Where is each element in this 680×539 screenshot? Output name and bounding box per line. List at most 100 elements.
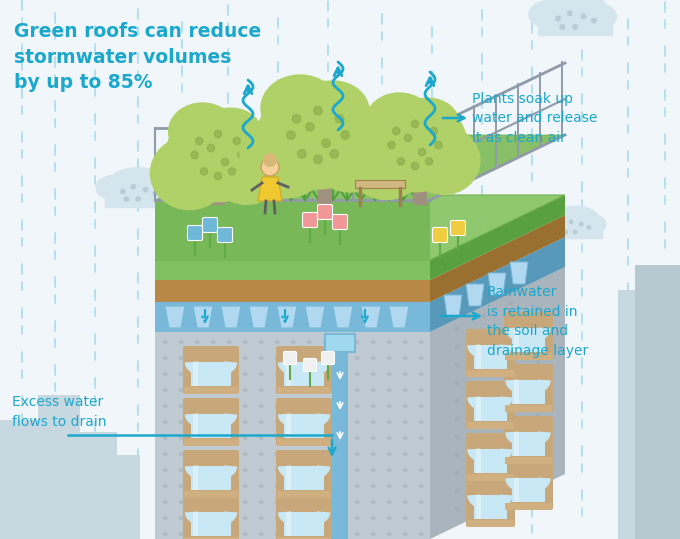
Circle shape bbox=[163, 500, 167, 503]
Bar bbox=[512, 432, 545, 456]
Circle shape bbox=[180, 341, 183, 343]
Circle shape bbox=[411, 162, 419, 170]
Bar bbox=[467, 370, 514, 377]
Circle shape bbox=[259, 420, 262, 424]
Bar bbox=[202, 165, 211, 190]
Circle shape bbox=[405, 134, 411, 142]
Circle shape bbox=[228, 168, 236, 175]
Polygon shape bbox=[430, 237, 565, 332]
Circle shape bbox=[371, 372, 375, 376]
Circle shape bbox=[259, 372, 262, 376]
Circle shape bbox=[324, 404, 326, 407]
Circle shape bbox=[456, 328, 458, 330]
Circle shape bbox=[243, 485, 247, 488]
Circle shape bbox=[227, 341, 231, 343]
Circle shape bbox=[307, 516, 311, 520]
Circle shape bbox=[483, 476, 486, 479]
Circle shape bbox=[418, 148, 426, 156]
FancyBboxPatch shape bbox=[504, 312, 553, 360]
Circle shape bbox=[243, 452, 247, 455]
Circle shape bbox=[298, 150, 306, 158]
Circle shape bbox=[292, 420, 294, 424]
Circle shape bbox=[388, 468, 390, 472]
Bar bbox=[184, 491, 238, 498]
Circle shape bbox=[371, 533, 375, 536]
Circle shape bbox=[420, 404, 422, 407]
Circle shape bbox=[259, 356, 262, 360]
Circle shape bbox=[243, 341, 247, 343]
Circle shape bbox=[243, 372, 247, 376]
Bar bbox=[284, 512, 324, 536]
Circle shape bbox=[307, 533, 311, 536]
Circle shape bbox=[435, 141, 442, 149]
Bar bbox=[155, 302, 430, 332]
Bar bbox=[467, 520, 514, 527]
Ellipse shape bbox=[541, 212, 571, 233]
Ellipse shape bbox=[109, 168, 167, 196]
Ellipse shape bbox=[135, 186, 160, 203]
Circle shape bbox=[356, 341, 358, 343]
Bar bbox=[325, 334, 355, 352]
Circle shape bbox=[537, 433, 539, 436]
Circle shape bbox=[420, 372, 422, 376]
FancyBboxPatch shape bbox=[218, 227, 233, 243]
Bar bbox=[193, 414, 198, 438]
Ellipse shape bbox=[407, 127, 480, 195]
Bar bbox=[193, 466, 198, 490]
Bar bbox=[284, 466, 324, 490]
Bar bbox=[184, 439, 238, 446]
Circle shape bbox=[339, 485, 343, 488]
Circle shape bbox=[180, 372, 183, 376]
Bar bbox=[284, 362, 324, 386]
Ellipse shape bbox=[169, 103, 236, 160]
Bar bbox=[467, 474, 514, 481]
Circle shape bbox=[426, 158, 432, 165]
Circle shape bbox=[324, 485, 326, 488]
Circle shape bbox=[211, 500, 215, 503]
Circle shape bbox=[292, 115, 301, 123]
Circle shape bbox=[292, 468, 294, 472]
Bar bbox=[355, 180, 405, 188]
Circle shape bbox=[339, 420, 343, 424]
Circle shape bbox=[306, 123, 314, 131]
Circle shape bbox=[371, 341, 375, 343]
FancyBboxPatch shape bbox=[318, 204, 333, 219]
Bar bbox=[277, 439, 331, 446]
Circle shape bbox=[324, 341, 326, 343]
Circle shape bbox=[227, 372, 231, 376]
Circle shape bbox=[211, 356, 215, 360]
Circle shape bbox=[537, 451, 539, 453]
Circle shape bbox=[324, 437, 326, 440]
Circle shape bbox=[292, 404, 294, 407]
Circle shape bbox=[243, 500, 247, 503]
FancyBboxPatch shape bbox=[322, 351, 335, 364]
Circle shape bbox=[388, 389, 390, 392]
Circle shape bbox=[163, 516, 167, 520]
Circle shape bbox=[456, 382, 458, 384]
Circle shape bbox=[483, 459, 486, 461]
Circle shape bbox=[180, 468, 183, 472]
Circle shape bbox=[509, 482, 513, 485]
Ellipse shape bbox=[347, 127, 426, 199]
Ellipse shape bbox=[366, 93, 433, 150]
Polygon shape bbox=[165, 306, 185, 328]
Circle shape bbox=[371, 516, 375, 520]
FancyBboxPatch shape bbox=[504, 462, 553, 510]
Circle shape bbox=[324, 533, 326, 536]
Circle shape bbox=[420, 500, 422, 503]
Bar bbox=[512, 328, 545, 352]
Circle shape bbox=[335, 115, 344, 123]
Circle shape bbox=[163, 389, 167, 392]
Circle shape bbox=[238, 151, 245, 158]
Circle shape bbox=[569, 220, 573, 224]
Circle shape bbox=[259, 452, 262, 455]
Circle shape bbox=[420, 452, 422, 455]
Ellipse shape bbox=[210, 137, 283, 204]
Circle shape bbox=[180, 533, 183, 536]
Circle shape bbox=[307, 389, 311, 392]
FancyBboxPatch shape bbox=[183, 398, 239, 446]
Circle shape bbox=[227, 356, 231, 360]
Circle shape bbox=[339, 372, 343, 376]
Circle shape bbox=[243, 420, 247, 424]
Circle shape bbox=[322, 139, 330, 147]
